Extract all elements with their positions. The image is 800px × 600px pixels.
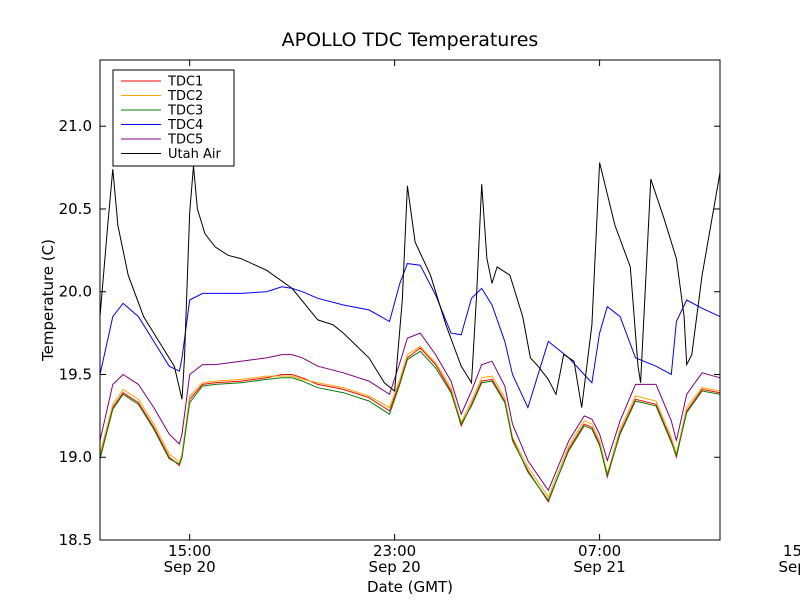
x-tick-date-label: Sep 20 <box>369 558 421 576</box>
y-tick-label: 20.5 <box>59 200 92 218</box>
x-tick-time-label: 23:00 <box>373 542 416 560</box>
legend-label: TDC1 <box>167 75 203 90</box>
legend-label: TDC4 <box>167 118 203 133</box>
legend-label: TDC5 <box>167 133 203 148</box>
x-tick-date-label: Sep 21 <box>574 558 626 576</box>
legend-box <box>112 69 235 167</box>
x-tick-time-label: 15:00 <box>783 542 800 560</box>
legend-label: Utah Air <box>168 147 221 162</box>
series-line-tdc3 <box>99 350 721 502</box>
y-tick-label: 20.0 <box>59 283 92 301</box>
series-layer <box>99 162 721 503</box>
x-axis-label: Date (GMT) <box>367 578 453 596</box>
legend-label: TDC2 <box>167 89 203 104</box>
y-axis-label: Temperature (C) <box>39 239 57 362</box>
y-tick-label: 18.5 <box>59 531 92 549</box>
y-tick-label: 21.0 <box>59 117 92 135</box>
x-tick-date-label: Sep 20 <box>164 558 216 576</box>
plot-area-frame <box>99 59 721 541</box>
y-axis: 18.5 19.0 19.5 20.0 20.5 21.0 <box>59 117 720 549</box>
x-tick-date-label: Sep 21 <box>778 558 800 576</box>
legend-label: TDC3 <box>167 104 203 119</box>
series-line-tdc5 <box>99 332 721 492</box>
chart-title: APOLLO TDC Temperatures <box>282 29 539 51</box>
y-tick-label: 19.0 <box>59 448 92 466</box>
series-line-tdc2 <box>99 345 721 499</box>
x-tick-time-label: 07:00 <box>578 542 621 560</box>
y-tick-label: 19.5 <box>59 365 92 383</box>
series-line-utah-air <box>99 162 721 408</box>
x-tick-time-label: 15:00 <box>168 542 211 560</box>
